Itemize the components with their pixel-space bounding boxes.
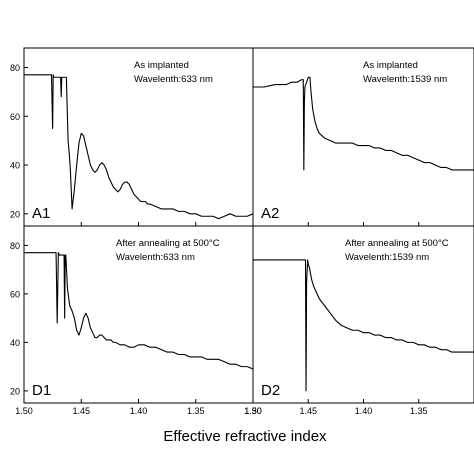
y-tick-label: 60 <box>10 112 20 122</box>
annotation-text: Wavelenth:633 nm <box>134 74 213 85</box>
x-tick-label: 1.40 <box>355 406 373 416</box>
y-tick-label: 40 <box>10 161 20 171</box>
x-tick-label: 1.30 <box>244 406 262 416</box>
annotation-text: As implanted <box>134 60 189 71</box>
x-tick-label: 1.40 <box>130 406 148 416</box>
y-tick-label: 40 <box>10 338 20 348</box>
series-line-a2 <box>253 76 474 171</box>
annotation-text: After annealing at 500°C <box>345 238 449 249</box>
y-tick-label: 20 <box>10 209 20 219</box>
annotation-text: Wavelenth:1539 nm <box>345 252 429 263</box>
y-tick-label: 20 <box>10 386 20 396</box>
panel-label-a2: A2 <box>261 205 279 222</box>
x-tick-label: 1.50 <box>15 406 33 416</box>
y-tick-label: 80 <box>10 241 20 251</box>
x-tick-label: 1.45 <box>72 406 90 416</box>
annotation-text: Wavelenth:633 nm <box>116 252 195 263</box>
annotation-text: As implanted <box>363 60 418 71</box>
annotation-text: After annealing at 500°C <box>116 238 220 249</box>
x-tick-label: 1.50 <box>244 406 262 416</box>
x-tick-label: 1.45 <box>299 406 317 416</box>
panel-label-a1: A1 <box>32 205 50 222</box>
panel-label-d2: D2 <box>261 382 280 399</box>
series-line-a1 <box>24 74 254 220</box>
x-tick-label: 1.35 <box>410 406 428 416</box>
series-line-d1 <box>24 252 254 370</box>
annotation-text: Wavelenth:1539 nm <box>363 74 447 85</box>
x-axis-label: Effective refractive index <box>163 428 327 445</box>
y-tick-label: 60 <box>10 289 20 299</box>
x-tick-label: 1.35 <box>187 406 205 416</box>
y-tick-label: 80 <box>10 63 20 73</box>
series-line-d2 <box>253 259 474 392</box>
panel-label-d1: D1 <box>32 382 51 399</box>
